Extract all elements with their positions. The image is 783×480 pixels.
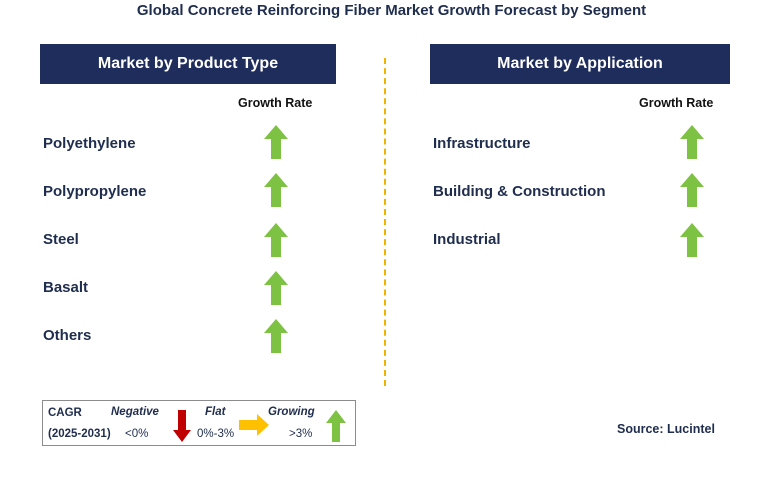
flat-arrow-icon: [239, 414, 269, 436]
application-label: Industrial: [433, 230, 501, 248]
product-label: Others: [43, 326, 92, 344]
growing-arrow-icon: [680, 125, 704, 159]
product-row-polypropylene: Polypropylene: [43, 171, 146, 211]
product-row-others: Others: [43, 315, 91, 355]
product-label: Basalt: [43, 278, 89, 296]
growing-arrow-icon: [264, 319, 288, 353]
growing-arrow-icon: [264, 223, 288, 257]
cagr-legend: CAGR (2025-2031) Negative <0% Flat 0%-3%…: [42, 400, 356, 446]
growing-arrow-icon: [326, 410, 346, 442]
legend-period: (2025-2031): [48, 428, 111, 440]
source-note: Source: Lucintel: [617, 422, 715, 436]
product-row-steel: Steel: [43, 219, 79, 259]
growing-arrow-icon: [264, 125, 288, 159]
application-growth-rate-label: Growth Rate: [639, 96, 714, 110]
legend-cagr-label: CAGR: [48, 407, 82, 419]
product-row-basalt: Basalt: [43, 267, 88, 307]
legend-flat-range: 0%-3%: [197, 428, 235, 440]
product-growth-rate-label: Growth Rate: [238, 96, 313, 110]
application-row-industrial: Industrial: [433, 219, 501, 259]
product-row-polyethylene: Polyethylene: [43, 123, 136, 163]
legend-growing-label: Growing: [268, 406, 315, 418]
product-type-header: Market by Product Type: [40, 44, 336, 84]
application-label: Building & Construction: [433, 182, 606, 200]
legend-flat-label: Flat: [205, 406, 226, 418]
application-row-building-construction: Building & Construction: [433, 171, 605, 211]
growing-arrow-icon: [680, 223, 704, 257]
application-label: Infrastructure: [433, 134, 531, 152]
product-label: Polyethylene: [43, 134, 136, 152]
growing-arrow-icon: [264, 271, 288, 305]
legend-negative-range: <0%: [125, 428, 149, 440]
growing-arrow-icon: [680, 173, 704, 207]
product-label: Steel: [43, 230, 79, 248]
application-row-infrastructure: Infrastructure: [433, 123, 531, 163]
legend-growing-range: >3%: [289, 428, 313, 440]
legend-negative-label: Negative: [111, 406, 159, 418]
panel-divider: [384, 58, 386, 386]
application-header: Market by Application: [430, 44, 730, 84]
page-title: Global Concrete Reinforcing Fiber Market…: [136, 2, 647, 19]
product-label: Polypropylene: [43, 182, 147, 200]
growing-arrow-icon: [264, 173, 288, 207]
negative-arrow-icon: [173, 410, 191, 442]
